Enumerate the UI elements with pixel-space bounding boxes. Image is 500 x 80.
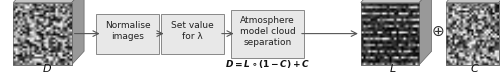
Text: Atmosphere
model cloud
separation: Atmosphere model cloud separation xyxy=(240,16,296,47)
Text: $C$: $C$ xyxy=(470,62,480,74)
Text: $L$: $L$ xyxy=(388,62,396,74)
Text: Set value
for λ: Set value for λ xyxy=(171,21,214,41)
Polygon shape xyxy=(361,0,432,3)
Polygon shape xyxy=(499,0,500,65)
Text: $\boldsymbol{D = L \circ (1 - C) + C}$: $\boldsymbol{D = L \circ (1 - C) + C}$ xyxy=(225,58,310,70)
Polygon shape xyxy=(14,3,72,65)
Text: $D$: $D$ xyxy=(42,62,52,74)
FancyBboxPatch shape xyxy=(96,14,159,54)
Polygon shape xyxy=(361,3,419,65)
Polygon shape xyxy=(446,3,499,65)
Polygon shape xyxy=(72,0,84,65)
FancyBboxPatch shape xyxy=(161,14,224,54)
Text: Normalise
images: Normalise images xyxy=(104,21,150,41)
FancyBboxPatch shape xyxy=(231,10,304,58)
Polygon shape xyxy=(14,0,84,3)
Polygon shape xyxy=(419,0,432,65)
Text: ⊕: ⊕ xyxy=(431,24,444,39)
Polygon shape xyxy=(446,0,500,3)
